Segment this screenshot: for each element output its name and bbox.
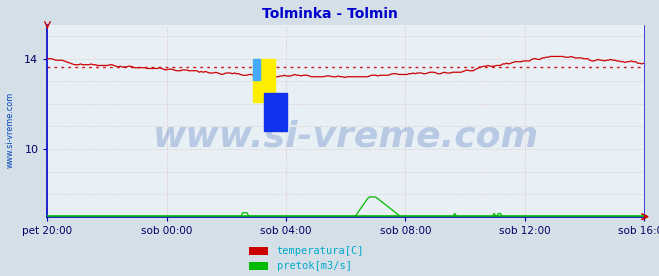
Text: pretok[m3/s]: pretok[m3/s] (277, 261, 352, 271)
Text: www.si-vreme.com: www.si-vreme.com (5, 92, 14, 168)
Bar (252, 59, 275, 102)
Text: Tolminka - Tolmin: Tolminka - Tolmin (262, 7, 397, 21)
Text: temperatura[C]: temperatura[C] (277, 246, 364, 256)
Bar (252, 59, 260, 81)
Bar (264, 93, 287, 131)
Text: www.si-vreme.com: www.si-vreme.com (153, 119, 538, 153)
